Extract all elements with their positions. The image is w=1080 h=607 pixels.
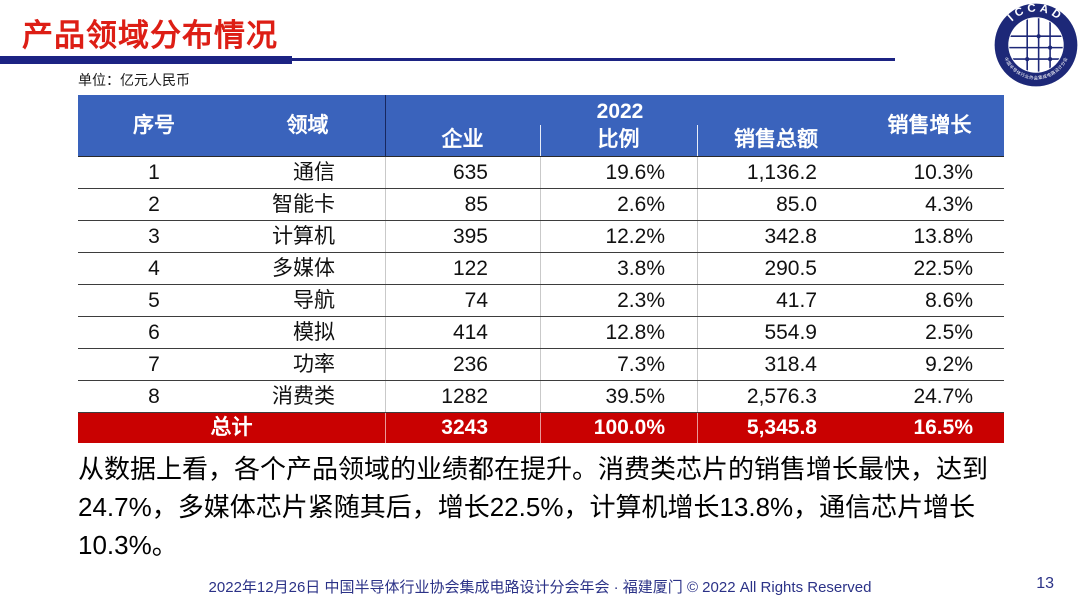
- header-domain: 领域: [286, 114, 329, 137]
- cell-domain: 功率: [293, 353, 335, 376]
- cell-ratio: 3.8%: [540, 253, 697, 284]
- header-ratio: 比例: [597, 128, 640, 151]
- iccad-logo-icon: ICCAD 中国半导体行业协会集成电路设计分会: [994, 2, 1078, 87]
- cell-growth: 22.5%: [913, 257, 973, 280]
- total-sales: 5,345.8: [697, 413, 855, 443]
- table-row: 3 计算机 395 12.2% 342.8 13.8%: [78, 221, 1004, 253]
- total-ratio: 100.0%: [540, 413, 697, 443]
- cell-companies: 635: [385, 157, 540, 188]
- table-row: 2 智能卡 85 2.6% 85.0 4.3%: [78, 189, 1004, 221]
- cell-growth: 13.8%: [913, 225, 973, 248]
- distribution-table: 序号 领域 2022 企业 比例 销售总额 销售增长 1 通信 635 19.6…: [78, 95, 1004, 443]
- total-growth: 16.5%: [913, 416, 973, 439]
- title-underline-bar: [0, 56, 292, 64]
- cell-domain: 多媒体: [272, 257, 335, 280]
- cell-domain: 智能卡: [272, 193, 335, 216]
- cell-sales: 342.8: [697, 221, 855, 252]
- page-title: 产品领域分布情况: [22, 18, 278, 53]
- cell-domain: 计算机: [272, 225, 335, 248]
- cell-domain: 通信: [293, 161, 335, 184]
- table-row: 1 通信 635 19.6% 1,136.2 10.3%: [78, 157, 1004, 189]
- cell-companies: 236: [385, 349, 540, 380]
- cell-sales: 1,136.2: [697, 157, 855, 188]
- header-seq: 序号: [133, 114, 175, 137]
- cell-ratio: 12.8%: [540, 317, 697, 348]
- header-bottom-rule: [78, 156, 1004, 157]
- total-companies: 3243: [385, 413, 540, 443]
- cell-ratio: 39.5%: [540, 381, 697, 412]
- cell-companies: 1282: [385, 381, 540, 412]
- cell-ratio: 2.3%: [540, 285, 697, 316]
- cell-domain: 模拟: [293, 321, 335, 344]
- header-divider: [697, 125, 698, 157]
- cell-companies: 74: [385, 285, 540, 316]
- cell-sales: 85.0: [697, 189, 855, 220]
- cell-seq: 7: [148, 353, 160, 376]
- cell-seq: 2: [148, 193, 160, 216]
- cell-growth: 10.3%: [913, 161, 973, 184]
- header-growth: 销售增长: [887, 114, 972, 137]
- title-underline-rule: [292, 58, 895, 61]
- cell-sales: 290.5: [697, 253, 855, 284]
- cell-companies: 122: [385, 253, 540, 284]
- header-year-2022: 2022: [596, 100, 644, 123]
- cell-sales: 41.7: [697, 285, 855, 316]
- table-row: 7 功率 236 7.3% 318.4 9.2%: [78, 349, 1004, 381]
- table-row: 8 消费类 1282 39.5% 2,576.3 24.7%: [78, 381, 1004, 413]
- cell-companies: 395: [385, 221, 540, 252]
- header-divider: [540, 125, 541, 157]
- header-sales: 销售总额: [734, 128, 818, 151]
- header-companies: 企业: [441, 128, 484, 151]
- cell-growth: 8.6%: [925, 289, 973, 312]
- cell-ratio: 12.2%: [540, 221, 697, 252]
- page-number: 13: [1036, 575, 1054, 592]
- cell-seq: 6: [148, 321, 160, 344]
- header-divider: [385, 95, 386, 157]
- cell-growth: 24.7%: [913, 385, 973, 408]
- cell-sales: 2,576.3: [697, 381, 855, 412]
- cell-growth: 4.3%: [925, 193, 973, 216]
- cell-seq: 8: [148, 385, 160, 408]
- cell-seq: 1: [148, 161, 160, 184]
- table-header: 序号 领域 2022 企业 比例 销售总额 销售增长: [78, 95, 1004, 157]
- total-row: 总计 3243 100.0% 5,345.8 16.5%: [78, 413, 1004, 443]
- total-label: 总计: [210, 416, 253, 439]
- cell-sales: 554.9: [697, 317, 855, 348]
- cell-sales: 318.4: [697, 349, 855, 380]
- cell-companies: 414: [385, 317, 540, 348]
- cell-growth: 2.5%: [925, 321, 973, 344]
- cell-seq: 3: [148, 225, 160, 248]
- table-row: 5 导航 74 2.3% 41.7 8.6%: [78, 285, 1004, 317]
- cell-companies: 85: [385, 189, 540, 220]
- unit-label: 单位：亿元人民币: [78, 72, 190, 88]
- table-row: 4 多媒体 122 3.8% 290.5 22.5%: [78, 253, 1004, 285]
- cell-growth: 9.2%: [925, 353, 973, 376]
- cell-ratio: 7.3%: [540, 349, 697, 380]
- table-row: 6 模拟 414 12.8% 554.9 2.5%: [78, 317, 1004, 349]
- cell-ratio: 2.6%: [540, 189, 697, 220]
- cell-domain: 导航: [293, 289, 335, 312]
- cell-seq: 5: [148, 289, 160, 312]
- cell-seq: 4: [148, 257, 160, 280]
- cell-domain: 消费类: [272, 385, 335, 408]
- summary-paragraph: 从数据上看，各个产品领域的业绩都在提升。消费类芯片的销售增长最快，达到24.7%…: [78, 454, 989, 560]
- footer-text: 2022年12月26日 中国半导体行业协会集成电路设计分会年会 · 福建厦门 ©…: [208, 579, 872, 596]
- cell-ratio: 19.6%: [540, 157, 697, 188]
